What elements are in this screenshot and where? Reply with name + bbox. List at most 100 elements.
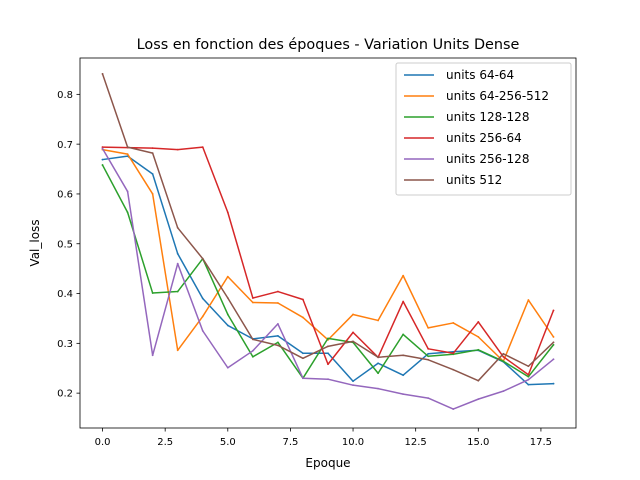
- data-point: [527, 375, 530, 378]
- legend-label: units 512: [446, 173, 502, 187]
- data-point: [176, 262, 179, 265]
- data-point: [226, 324, 229, 327]
- data-point: [251, 297, 254, 299]
- data-point: [302, 298, 304, 301]
- data-point: [427, 358, 430, 361]
- x-axis-label: Epoque: [305, 456, 350, 470]
- data-point: [201, 329, 204, 332]
- data-point: [277, 341, 279, 344]
- legend-box: [395, 62, 572, 196]
- data-point: [327, 378, 329, 381]
- data-point: [452, 368, 455, 371]
- data-point: [377, 319, 379, 322]
- y-tick-label: 0.8: [57, 90, 73, 101]
- series-1: [101, 148, 555, 363]
- data-point: [502, 360, 505, 363]
- data-point: [402, 354, 405, 357]
- data-point: [302, 316, 304, 319]
- data-point: [251, 338, 254, 341]
- data-point: [402, 374, 405, 377]
- data-point: [151, 173, 154, 175]
- data-point: [226, 211, 229, 214]
- data-point: [477, 321, 480, 323]
- data-point: [427, 347, 430, 350]
- data-point: [502, 352, 505, 355]
- data-point: [477, 379, 480, 382]
- data-point: [201, 257, 204, 260]
- data-point: [101, 147, 104, 150]
- data-point: [427, 355, 430, 358]
- data-point: [251, 349, 254, 352]
- data-point: [277, 334, 279, 337]
- data-point: [176, 252, 179, 255]
- data-point: [352, 313, 354, 316]
- data-point: [377, 356, 379, 359]
- data-point: [302, 352, 304, 355]
- data-point: [201, 146, 204, 149]
- data-point: [327, 345, 329, 348]
- data-point: [302, 377, 304, 380]
- data-point: [101, 73, 104, 75]
- data-point: [251, 301, 254, 304]
- data-point: [552, 335, 555, 338]
- data-point: [477, 398, 480, 401]
- data-point: [352, 384, 354, 387]
- y-axis-label: Val_loss: [28, 219, 42, 266]
- x-tick-label: 0.0: [95, 437, 111, 448]
- data-point: [352, 380, 354, 383]
- data-point: [352, 340, 354, 343]
- data-point: [452, 408, 455, 410]
- data-point: [151, 152, 154, 155]
- data-point: [552, 341, 555, 344]
- data-point: [402, 393, 405, 396]
- legend-item: units 256-128: [404, 152, 529, 166]
- data-point: [176, 148, 179, 151]
- data-point: [126, 211, 129, 214]
- data-point: [302, 357, 304, 360]
- x-tick-label: 15.0: [467, 437, 489, 448]
- data-point: [101, 158, 104, 161]
- legend-entries: units 64-64 units 64-256-512 units 128-128…: [404, 68, 549, 187]
- x-axis-ticks: 0.0 2.5 5.0 7.5 10.0 12.5 15.0 17.5: [95, 428, 552, 448]
- data-point: [151, 292, 154, 294]
- data-point: [327, 352, 329, 355]
- data-point: [427, 327, 430, 329]
- series-layer: [101, 72, 555, 410]
- data-point: [151, 147, 154, 150]
- legend-item: units 64-256-512: [404, 89, 549, 103]
- legend-item: units 64-64: [404, 68, 514, 82]
- y-axis-ticks: 0.2 0.3 0.4 0.5 0.6 0.7 0.8: [57, 90, 80, 400]
- x-tick-label: 10.0: [342, 437, 364, 448]
- data-point: [151, 354, 154, 357]
- y-tick-label: 0.5: [57, 239, 73, 250]
- data-point: [552, 343, 555, 346]
- legend-label: units 128-128: [446, 110, 529, 124]
- data-point: [527, 378, 530, 381]
- data-point: [226, 366, 229, 369]
- plot-frame: [79, 57, 577, 429]
- legend-label: units 256-128: [446, 152, 529, 166]
- series-4: [101, 147, 555, 410]
- x-tick-label: 17.5: [530, 437, 552, 448]
- series-5: [101, 72, 555, 382]
- legend-label: units 256-64: [446, 131, 522, 145]
- y-tick-label: 0.4: [57, 289, 73, 300]
- legend-item: units 512: [404, 173, 502, 187]
- data-point: [527, 373, 530, 376]
- data-point: [201, 315, 204, 318]
- data-point: [327, 363, 329, 366]
- data-point: [527, 383, 530, 386]
- x-tick-label: 5.0: [220, 437, 236, 448]
- data-point: [226, 313, 229, 316]
- data-point: [427, 352, 430, 355]
- data-point: [527, 299, 530, 301]
- data-point: [477, 348, 480, 351]
- data-point: [101, 164, 104, 166]
- series-3: [101, 146, 555, 376]
- data-point: [126, 146, 129, 149]
- chart-title: Loss en fonction des époques - Variation…: [137, 37, 520, 53]
- data-point: [277, 290, 279, 293]
- data-point: [327, 337, 329, 340]
- data-point: [277, 344, 279, 347]
- data-point: [101, 146, 104, 149]
